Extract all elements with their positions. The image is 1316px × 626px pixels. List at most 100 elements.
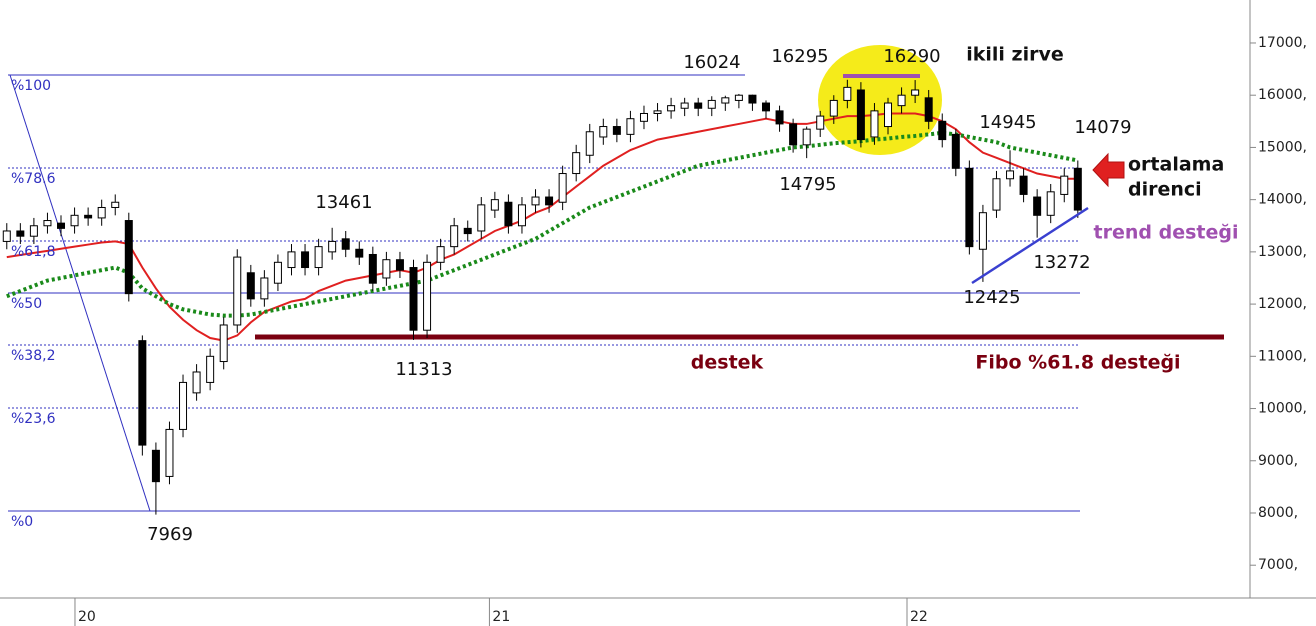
candle-body [273,261,282,284]
candle [884,97,893,135]
y-tick-label: 10000, [1258,401,1307,417]
candle-body [531,196,540,206]
trend-line [971,206,1089,285]
candle [97,199,106,226]
candle [612,118,621,143]
candle [856,82,865,148]
candle [775,105,784,132]
candle-body [355,248,364,258]
candle [599,118,608,145]
candle-body [978,212,987,250]
candle-body [246,272,255,300]
candle-body [911,89,920,96]
candle [70,207,79,234]
candle [233,249,242,333]
candle [545,189,554,213]
fib-label: %61,8 [11,244,55,260]
double-top-highlight [818,45,942,155]
candle-body [1073,167,1082,211]
candle [246,264,255,307]
candle-body [151,449,160,483]
y-tick-label: 16000, [1258,87,1307,103]
y-tick-label: 9000, [1258,453,1298,469]
candle [477,197,486,239]
annotation: 11313 [395,359,452,380]
candle [165,421,174,485]
candle [151,442,160,515]
candle [463,220,472,242]
candle [301,244,310,276]
candle-body [884,102,893,128]
fib-label: %100 [11,78,51,94]
candle-body [206,355,215,383]
candle-body [829,99,838,117]
y-tick-label: 11000, [1258,348,1307,364]
candle [1019,168,1028,203]
candle-body [626,118,635,135]
candle-body [409,267,418,331]
candle [43,212,52,234]
candle-body [29,225,38,237]
annotation: trend desteği [1094,222,1239,244]
candle [450,217,459,255]
candle-body [1033,196,1042,216]
candle-body [57,222,66,229]
fib-label: %0 [11,514,33,530]
fib-label: %38,2 [11,348,55,364]
candle [138,335,147,456]
candle [680,97,689,117]
candle [206,348,215,391]
candle [111,194,120,216]
candle [667,97,676,119]
candle [341,230,350,258]
annotation: ortalama [1128,154,1224,176]
candle [314,238,323,276]
candle-body [802,128,811,146]
candle [992,170,1001,218]
candle-body [504,201,513,227]
fib-label: %50 [11,296,42,312]
candle-body [965,167,974,248]
candle-body [450,225,459,248]
candle-body [761,102,770,112]
candle [897,87,906,114]
candle [328,227,337,260]
candle-body [775,110,784,125]
x-tick-label: 21 [492,609,510,625]
annotation: 13272 [1033,252,1090,273]
y-tick-label: 13000, [1258,244,1307,260]
candle [531,189,540,213]
candle-body [992,178,1001,211]
candle-body [572,152,581,175]
candle [734,93,743,109]
candle-body [585,131,594,156]
candle-body [2,230,11,242]
annotation: 12425 [963,287,1020,308]
candle-body [43,220,52,227]
fib-label: %78.6 [11,171,56,187]
candle-body [287,251,296,269]
candle [260,270,269,307]
candle [84,207,93,226]
candle [694,97,703,117]
candle-body [382,259,391,279]
candle [219,317,228,370]
candle-body [179,381,188,430]
candle [409,259,418,340]
candle-body [423,261,432,331]
candle [829,95,838,124]
candle [938,113,947,148]
candle [395,251,404,278]
candle-body [341,238,350,250]
moving-average [6,112,1078,342]
annotation: 16295 [771,46,828,67]
candle [585,123,594,164]
candle [517,197,526,234]
candle-body [233,256,242,326]
candle [639,105,648,130]
annotation: 13461 [315,192,372,213]
candle-body [667,105,676,112]
candle [721,95,730,111]
candle [843,79,852,109]
candle-body [477,204,486,232]
